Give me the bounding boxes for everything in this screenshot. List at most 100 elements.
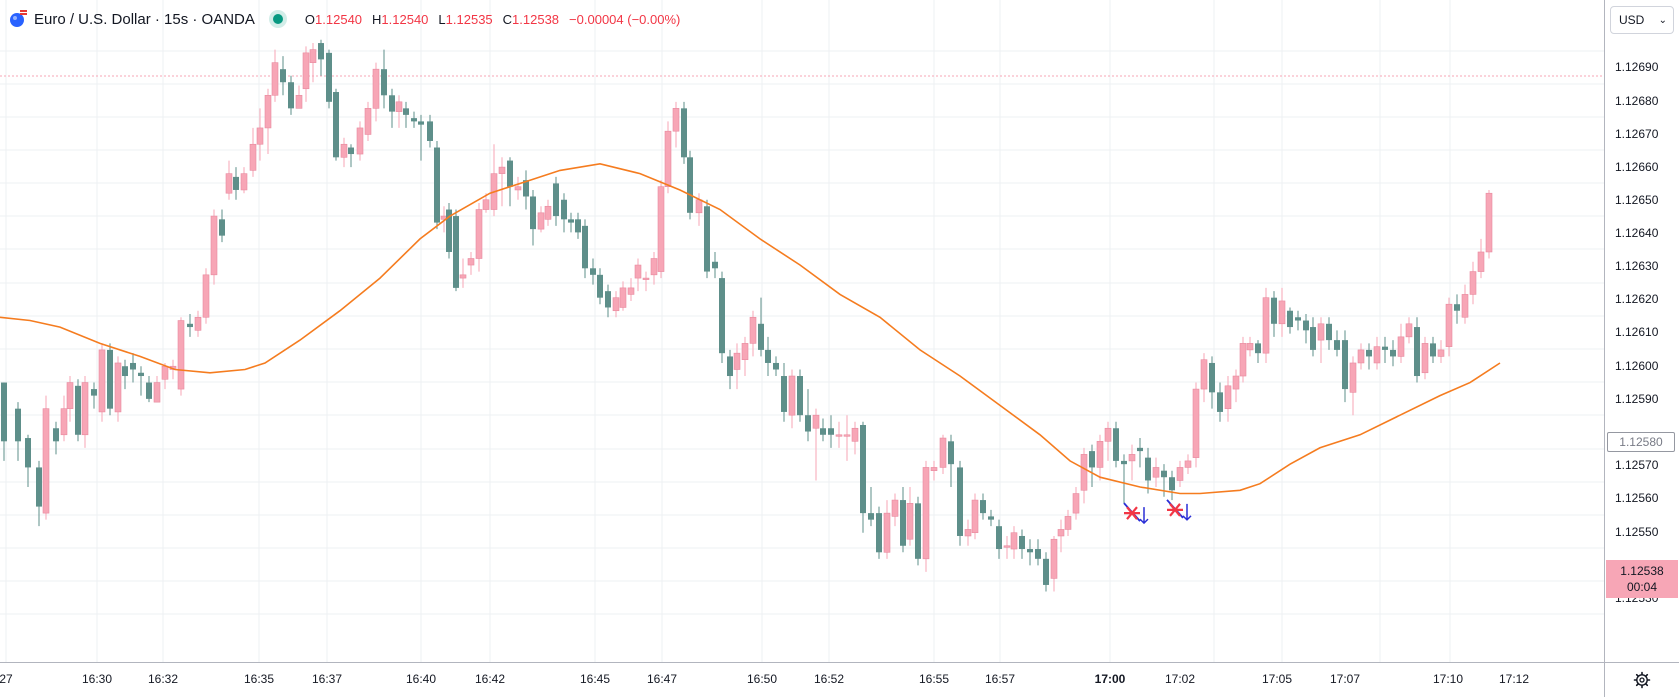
price-tick-label: 1.12570 xyxy=(1615,458,1659,472)
chevron-down-icon: ⌄ xyxy=(1658,14,1667,26)
candle xyxy=(957,460,963,546)
candle-body xyxy=(1303,320,1309,331)
price-tick-label: 1.12670 xyxy=(1615,127,1659,141)
candle-body xyxy=(467,258,475,266)
candle-body xyxy=(1027,549,1033,553)
candle xyxy=(395,95,403,128)
candle xyxy=(1113,421,1119,468)
candle xyxy=(225,160,233,200)
sell-signal-marker[interactable] xyxy=(1123,502,1149,525)
candle xyxy=(1072,487,1080,520)
candle xyxy=(1239,336,1247,383)
candle xyxy=(1176,460,1184,488)
candle xyxy=(1295,310,1301,331)
candle-body xyxy=(434,147,440,223)
candle-body xyxy=(537,212,545,230)
candle-body xyxy=(98,349,106,413)
candle xyxy=(553,176,559,226)
price-tick-label: 1.12690 xyxy=(1615,60,1659,74)
candle xyxy=(411,111,417,128)
candle-body xyxy=(1137,447,1143,452)
gear-icon[interactable] xyxy=(1633,671,1651,689)
candle xyxy=(971,493,979,540)
time-tick-label: 16:32 xyxy=(147,672,179,686)
candle-body xyxy=(381,69,387,96)
candle-body xyxy=(389,95,395,112)
candle xyxy=(467,251,475,275)
price-tick-label: 1.12640 xyxy=(1615,226,1659,240)
candle-body xyxy=(1080,454,1088,491)
candle xyxy=(891,493,899,527)
candle-body xyxy=(1326,323,1332,341)
crosshair-price-label: 1.12580 xyxy=(1607,432,1675,452)
sell-signal-marker[interactable] xyxy=(1166,499,1192,521)
candle xyxy=(900,487,906,553)
candle-body xyxy=(642,277,650,280)
time-tick-label: 17:05 xyxy=(1261,672,1293,686)
candle xyxy=(356,121,364,161)
price-chart-pane[interactable] xyxy=(0,0,1604,662)
candle-body xyxy=(138,372,144,377)
candle xyxy=(843,415,851,461)
candle-body xyxy=(619,287,627,308)
candle-body xyxy=(225,173,233,194)
candle xyxy=(964,519,972,546)
candle xyxy=(25,434,31,488)
chart-settings-corner[interactable] xyxy=(1604,662,1679,697)
candle-body xyxy=(1128,454,1136,462)
candle xyxy=(1121,454,1127,504)
candle xyxy=(1169,470,1175,501)
candle xyxy=(187,314,193,337)
candle-body xyxy=(280,69,286,83)
last-price-badge: 1.12538 00:04 xyxy=(1606,560,1678,598)
candle-body xyxy=(1262,297,1270,354)
candle xyxy=(851,421,859,455)
candle xyxy=(812,408,820,481)
candle-body xyxy=(687,157,693,213)
candle-body xyxy=(719,278,725,354)
candle xyxy=(868,487,874,527)
time-tick-label: 16:42 xyxy=(474,672,506,686)
price-scale[interactable]: 1.12690 1.12680 1.12670 1.12660 1.12650 1.126… xyxy=(1604,0,1679,662)
candle xyxy=(1310,317,1316,357)
candle-body xyxy=(1310,327,1316,350)
candle-body xyxy=(498,166,506,174)
market-open-dot-icon xyxy=(272,14,283,24)
time-axis[interactable]: 27 16:30 16:32 16:35 16:37 16:40 16:42 16:45 16:… xyxy=(0,662,1604,697)
candle-body xyxy=(634,264,642,279)
candle xyxy=(36,460,42,527)
currency-select[interactable]: USD ⌄ xyxy=(1610,6,1674,34)
candle xyxy=(1461,284,1469,324)
candle-body xyxy=(1064,516,1072,530)
globe-flag-icon[interactable] xyxy=(8,9,28,29)
candle xyxy=(177,317,185,396)
candle-body xyxy=(1176,467,1184,481)
candle xyxy=(996,519,1002,559)
candle-body xyxy=(256,127,264,145)
candle xyxy=(1010,526,1018,559)
candle-body xyxy=(590,268,596,275)
candle xyxy=(988,509,994,527)
candle xyxy=(1019,529,1025,559)
candle xyxy=(523,170,529,210)
candle-body xyxy=(1224,385,1232,409)
candle xyxy=(1397,323,1405,363)
candle-body xyxy=(980,500,986,514)
candle xyxy=(619,281,627,311)
candle-body xyxy=(42,408,50,514)
candle xyxy=(453,209,459,292)
candle-body xyxy=(210,215,218,276)
candle xyxy=(820,418,826,442)
candle-body xyxy=(1072,493,1080,514)
candle-body xyxy=(957,467,963,536)
price-tick-label: 1.12550 xyxy=(1615,525,1659,539)
candle-body xyxy=(891,499,899,517)
candle-body xyxy=(1169,477,1175,491)
candle-body xyxy=(91,389,97,396)
price-tick-label: 1.12620 xyxy=(1615,292,1659,306)
candle-body xyxy=(1485,192,1493,253)
candle-body xyxy=(446,209,452,252)
symbol-title[interactable]: Euro / U.S. Dollar · 15s · OANDA xyxy=(34,10,255,28)
candle-body xyxy=(1469,271,1477,295)
market-status[interactable] xyxy=(267,8,289,30)
